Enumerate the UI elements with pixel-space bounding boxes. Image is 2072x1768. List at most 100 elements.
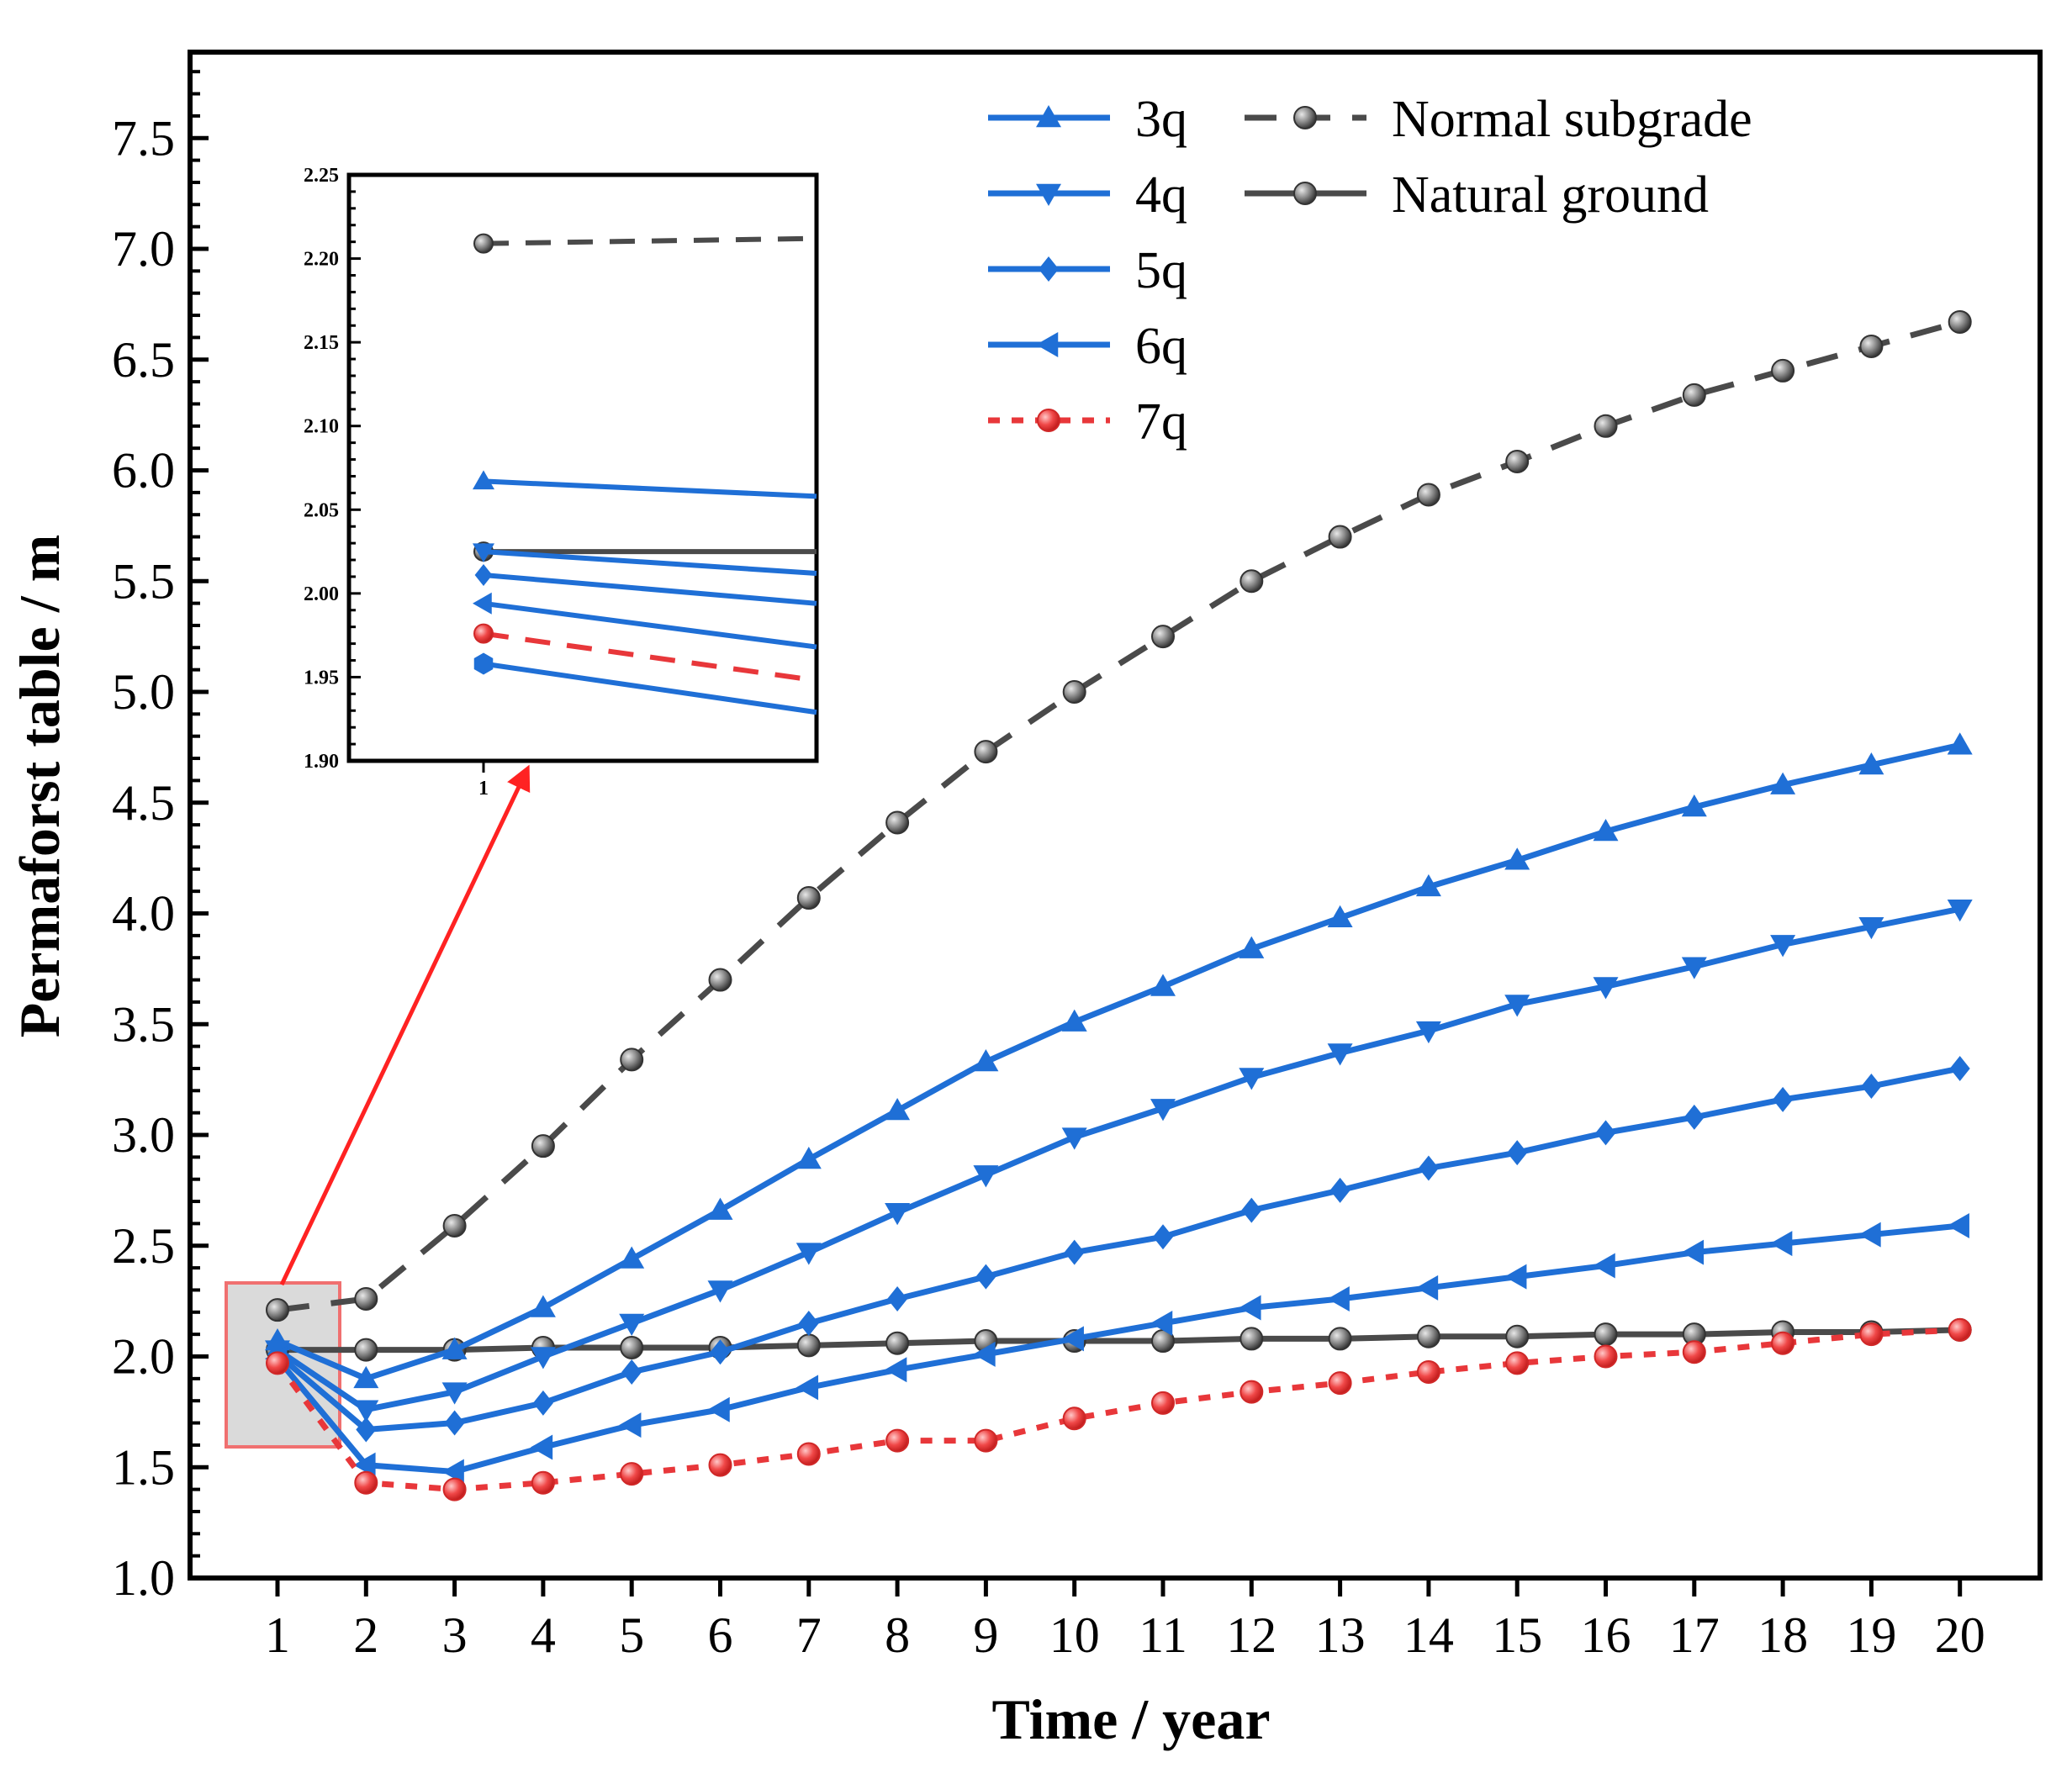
inset-series-normal-subgrade xyxy=(473,233,817,254)
data-point xyxy=(885,1202,911,1226)
data-point xyxy=(1240,1327,1264,1351)
data-point xyxy=(1507,1140,1528,1166)
legend-item-3q: 3q xyxy=(988,91,1187,148)
data-point xyxy=(1505,449,1530,473)
inset-y-tick-label: 2.10 xyxy=(304,416,339,438)
series-line xyxy=(275,1327,1960,1493)
data-point xyxy=(1328,1371,1352,1396)
data-point xyxy=(530,1295,556,1317)
legend-swatch-marker xyxy=(1036,332,1059,357)
data-point xyxy=(1416,1359,1440,1384)
inset-y-tick-label: 1.90 xyxy=(304,751,339,773)
y-tick-label: 7.5 xyxy=(112,110,175,166)
data-point xyxy=(619,1313,645,1336)
data-point xyxy=(1505,1351,1530,1375)
data-point xyxy=(1947,899,1973,922)
data-point xyxy=(1771,358,1795,383)
data-point xyxy=(530,1434,553,1460)
legend-swatch-marker xyxy=(1036,105,1061,128)
data-point xyxy=(885,810,910,835)
data-point xyxy=(1241,1197,1262,1223)
data-point xyxy=(532,1390,553,1416)
x-tick-label: 9 xyxy=(973,1607,998,1663)
data-point xyxy=(1594,1344,1618,1369)
data-point xyxy=(619,1412,642,1438)
data-point xyxy=(1684,1104,1705,1130)
x-tick-label: 17 xyxy=(1669,1607,1720,1663)
legend-label: 4q xyxy=(1135,166,1187,224)
x-tick-label: 18 xyxy=(1758,1607,1808,1663)
data-point xyxy=(710,1339,731,1365)
inset-series-7q xyxy=(473,623,817,683)
legend-item-natural-ground: Natural ground xyxy=(1245,166,1709,224)
data-point xyxy=(1505,1324,1530,1348)
legend-swatch-marker xyxy=(1037,409,1060,432)
data-point xyxy=(1150,974,1176,996)
legend-item-7q: 7q xyxy=(988,393,1187,451)
y-tick-label: 5.5 xyxy=(112,553,175,609)
y-tick-label: 3.5 xyxy=(112,996,175,1052)
data-point xyxy=(1418,1155,1439,1181)
x-tick-label: 4 xyxy=(531,1607,556,1663)
data-point xyxy=(707,1280,733,1303)
data-point xyxy=(620,1335,644,1359)
series-line xyxy=(276,742,1961,1382)
legend-swatch-marker xyxy=(1039,256,1059,282)
data-point xyxy=(1681,794,1707,817)
legend-label: 5q xyxy=(1135,242,1187,299)
data-point xyxy=(1949,1055,1970,1081)
data-point xyxy=(1682,383,1706,407)
data-point xyxy=(1329,1177,1350,1203)
data-point xyxy=(1594,414,1618,438)
y-tick-label: 7.0 xyxy=(112,221,175,277)
zoom-arrow xyxy=(279,764,531,1286)
data-point xyxy=(708,968,732,992)
data-point xyxy=(796,1146,822,1169)
x-tick-label: 12 xyxy=(1226,1607,1276,1663)
data-point xyxy=(1948,309,1972,334)
x-tick-label: 2 xyxy=(353,1607,378,1663)
data-point xyxy=(531,1470,555,1495)
main-plot: 1.0 1.5 2.0 2.5 3.0 3.5 4.0 4.5 5.0 5.5 6.0 6.5 7.0 7… xyxy=(112,50,2043,1663)
data-point xyxy=(1947,1213,1969,1239)
data-point xyxy=(1061,1127,1087,1150)
x-tick-label: 14 xyxy=(1403,1607,1454,1663)
series-line xyxy=(277,319,1961,1313)
inset-y-tick-label: 1.95 xyxy=(304,667,339,689)
data-point xyxy=(531,1134,555,1158)
inset-data-point xyxy=(473,652,494,675)
y-tick-label: 2.0 xyxy=(112,1329,175,1385)
data-point xyxy=(1415,873,1441,897)
data-point xyxy=(1328,525,1352,549)
data-point xyxy=(1593,1253,1615,1279)
data-point xyxy=(1061,1326,1084,1352)
x-tick-label: 3 xyxy=(442,1607,468,1663)
data-point xyxy=(444,1410,465,1436)
data-point xyxy=(1947,732,1973,755)
y-tick-label: 6.5 xyxy=(112,332,175,388)
data-point xyxy=(796,1333,821,1358)
legend-item-5q: 5q xyxy=(988,242,1187,299)
data-point xyxy=(1858,1222,1881,1248)
data-point xyxy=(1858,752,1884,775)
inset-data-point xyxy=(473,233,494,254)
inset-y-tick-label: 2.25 xyxy=(304,165,339,187)
x-tick-label: 6 xyxy=(708,1607,733,1663)
x-axis-title: Time / year xyxy=(991,1687,1270,1751)
data-point xyxy=(885,1357,907,1383)
inset-plot: 1.90 1.95 2.00 2.05 2.10 2.15 2.20 2.25 1 xyxy=(304,165,819,800)
inset-x-tick-label: 1 xyxy=(478,778,489,800)
data-point xyxy=(1770,772,1796,794)
data-point xyxy=(973,1049,999,1072)
data-point xyxy=(974,1428,998,1453)
data-point xyxy=(1239,936,1265,958)
series-6q xyxy=(265,1213,1969,1485)
data-point xyxy=(1770,1231,1793,1257)
data-point xyxy=(1593,977,1619,1000)
legend-label: Natural ground xyxy=(1392,166,1709,224)
inset-series-line xyxy=(483,600,817,650)
data-point xyxy=(1327,1285,1350,1311)
data-point xyxy=(974,740,998,764)
data-point xyxy=(353,1365,379,1389)
y-tick-label: 3.0 xyxy=(112,1107,175,1163)
